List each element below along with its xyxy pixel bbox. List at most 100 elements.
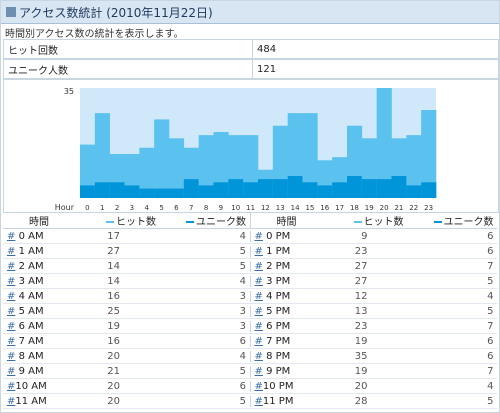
- row-anchor-link[interactable]: #: [254, 365, 263, 377]
- row-anchor-link[interactable]: #: [7, 260, 16, 272]
- hits-cell: 21: [107, 365, 120, 377]
- row-anchor-link[interactable]: #: [7, 305, 16, 317]
- hits-cell: 20: [354, 380, 368, 392]
- x-tick-label: 3: [130, 204, 134, 212]
- uniques-cell: 6: [487, 335, 494, 347]
- uniques-bar: [272, 179, 288, 198]
- time-label: 4 PM: [262, 290, 291, 302]
- hits-bar: [243, 135, 259, 198]
- am-cell-group: # 2 AM 14 5: [3, 261, 250, 272]
- row-anchor-link[interactable]: #: [254, 290, 263, 302]
- hits-cell: 28: [354, 395, 368, 407]
- uniques-bar: [287, 176, 303, 198]
- hits-bar: [80, 144, 96, 198]
- hits-cell: 27: [107, 245, 120, 257]
- time-label: 9 AM: [15, 365, 44, 377]
- row-anchor-link[interactable]: #: [7, 365, 16, 377]
- x-tick-label: 6: [174, 204, 179, 212]
- time-label: 0 AM: [15, 230, 44, 242]
- uniques-bar: [406, 185, 422, 198]
- row-anchor-link[interactable]: #: [7, 230, 16, 242]
- time-label: 1 AM: [15, 245, 44, 257]
- row-anchor-link[interactable]: #: [7, 335, 16, 347]
- x-tick-label: 13: [276, 204, 285, 212]
- hits-bar: [421, 110, 437, 198]
- time-label: 11 AM: [15, 395, 47, 407]
- row-anchor-link[interactable]: #: [7, 290, 16, 302]
- hits-bar: [213, 132, 229, 198]
- time-cell: # 1 PM: [251, 246, 311, 257]
- pm-cell-group: # 2 PM 27 7: [249, 260, 498, 272]
- hits-cell: 14: [107, 275, 120, 287]
- time-cell: # 5 AM: [3, 306, 63, 317]
- pm-cell-group: # 6 PM 23 7: [249, 320, 498, 332]
- time-cell: # 6 PM: [251, 321, 311, 332]
- hits-cell: 27: [354, 275, 368, 287]
- uniques-cell: 7: [487, 260, 494, 272]
- x-tick-label: 1: [100, 204, 104, 212]
- x-tick-label: 17: [335, 204, 344, 212]
- time-cell: # 7 PM: [251, 336, 311, 347]
- header-hits-pm: ヒット数: [311, 213, 407, 228]
- hits-cell: 20: [107, 380, 120, 392]
- square-icon: [6, 7, 16, 17]
- table-row: # 1 AM 27 5 # 1 PM 23 6: [3, 244, 497, 259]
- x-tick-label: 23: [424, 204, 433, 212]
- table-row: #11 AM 20 5 #11 PM 28 5: [3, 394, 497, 409]
- uniques-bar: [124, 185, 140, 198]
- uniques-cell: 5: [239, 365, 246, 377]
- row-anchor-link[interactable]: #: [7, 245, 16, 257]
- hits-cell: 20: [107, 350, 120, 362]
- time-label: 1 PM: [262, 245, 291, 257]
- x-tick-label: 19: [365, 204, 374, 212]
- time-cell: #10 AM: [3, 381, 63, 392]
- row-anchor-link[interactable]: #: [7, 350, 16, 362]
- row-anchor-link[interactable]: #: [7, 320, 16, 332]
- x-tick-label: 22: [409, 204, 418, 212]
- hits-cell: 9: [361, 230, 368, 242]
- row-anchor-link[interactable]: #: [254, 245, 263, 257]
- uniques-cell: 4: [487, 290, 494, 302]
- hits-bar: [154, 119, 170, 198]
- row-anchor-link[interactable]: #: [254, 395, 263, 407]
- row-anchor-link[interactable]: #: [254, 275, 263, 287]
- row-anchor-link[interactable]: #: [254, 335, 263, 347]
- uniques-bar: [243, 182, 259, 198]
- time-label: 3 PM: [262, 275, 291, 287]
- row-anchor-link[interactable]: #: [7, 380, 16, 392]
- row-anchor-link[interactable]: #: [254, 305, 263, 317]
- row-anchor-link[interactable]: #: [254, 320, 263, 332]
- uniques-cell: 4: [487, 380, 494, 392]
- row-anchor-link[interactable]: #: [254, 350, 263, 362]
- hits-cell: 19: [354, 365, 368, 377]
- time-cell: # 2 AM: [3, 261, 63, 272]
- x-tick-label: 0: [85, 204, 89, 212]
- time-label: 8 PM: [262, 350, 291, 362]
- x-tick-label: 9: [219, 204, 223, 212]
- stat-row-hits: ヒット回数 484: [3, 39, 499, 59]
- table-row: # 6 AM 19 3 # 6 PM 23 7: [3, 319, 497, 334]
- row-anchor-link[interactable]: #: [7, 275, 16, 287]
- table-row: # 7 AM 16 6 # 7 PM 19 6: [3, 334, 497, 349]
- row-anchor-link[interactable]: #: [254, 230, 263, 242]
- uniques-bar: [228, 179, 244, 198]
- hits-cell: 25: [107, 305, 120, 317]
- x-axis-label: Hour: [55, 203, 75, 212]
- time-label: 6 AM: [15, 320, 44, 332]
- hits-bar: [169, 138, 185, 198]
- time-label: 6 PM: [262, 320, 291, 332]
- time-label: 11 PM: [262, 395, 294, 407]
- time-cell: # 0 PM: [251, 231, 311, 242]
- uniques-cell: 3: [239, 305, 246, 317]
- x-tick-label: 16: [320, 204, 329, 212]
- time-label: 10 PM: [262, 380, 294, 392]
- row-anchor-link[interactable]: #: [254, 260, 263, 272]
- time-cell: # 7 AM: [3, 336, 63, 347]
- pm-cell-group: # 1 PM 23 6: [249, 245, 498, 257]
- row-anchor-link[interactable]: #: [7, 395, 16, 407]
- am-cell-group: # 6 AM 19 3: [3, 321, 250, 332]
- pm-cell-group: #11 PM 28 5: [249, 395, 498, 407]
- time-label: 5 AM: [15, 305, 44, 317]
- x-tick-label: 14: [291, 204, 300, 212]
- row-anchor-link[interactable]: #: [254, 380, 263, 392]
